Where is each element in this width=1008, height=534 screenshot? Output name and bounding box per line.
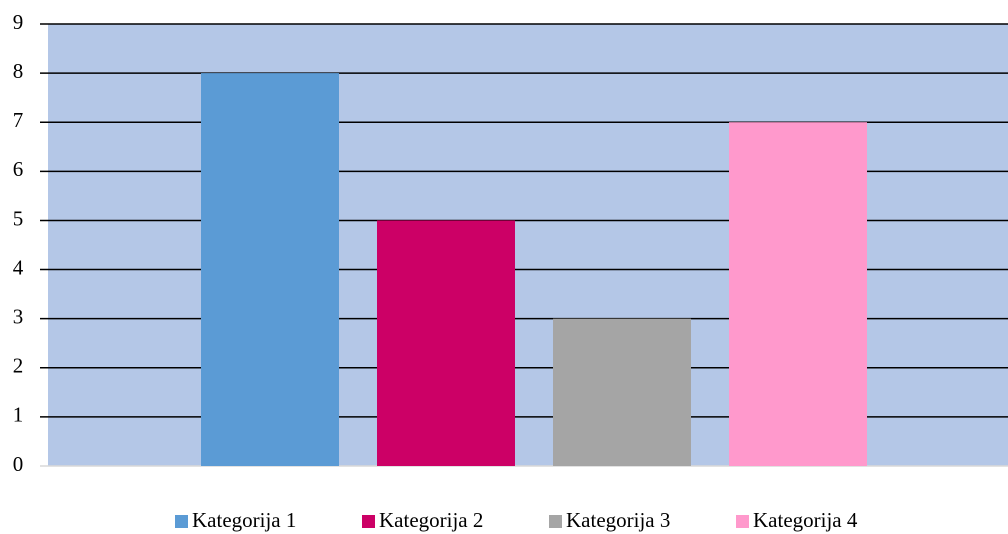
y-tick-label: 9 <box>13 10 24 34</box>
y-tick-label: 4 <box>13 255 24 279</box>
legend-label: Kategorija 4 <box>753 508 858 532</box>
y-tick-label: 0 <box>13 452 24 476</box>
y-tick-label: 1 <box>13 403 24 427</box>
bar <box>377 220 515 466</box>
legend-label: Kategorija 2 <box>379 508 483 532</box>
legend-swatch <box>362 515 375 528</box>
y-tick-label: 8 <box>13 59 24 83</box>
y-tick-label: 3 <box>13 304 24 328</box>
legend-swatch <box>736 515 749 528</box>
legend-label: Kategorija 3 <box>566 508 670 532</box>
legend-swatch <box>175 515 188 528</box>
y-tick-label: 5 <box>13 206 24 230</box>
y-tick-label: 2 <box>13 354 24 378</box>
legend-swatch <box>549 515 562 528</box>
y-tick-label: 7 <box>13 108 24 132</box>
y-tick-label: 6 <box>13 157 24 181</box>
bar <box>553 318 691 466</box>
legend-label: Kategorija 1 <box>192 508 296 532</box>
bar <box>729 122 867 466</box>
bar <box>201 73 339 466</box>
